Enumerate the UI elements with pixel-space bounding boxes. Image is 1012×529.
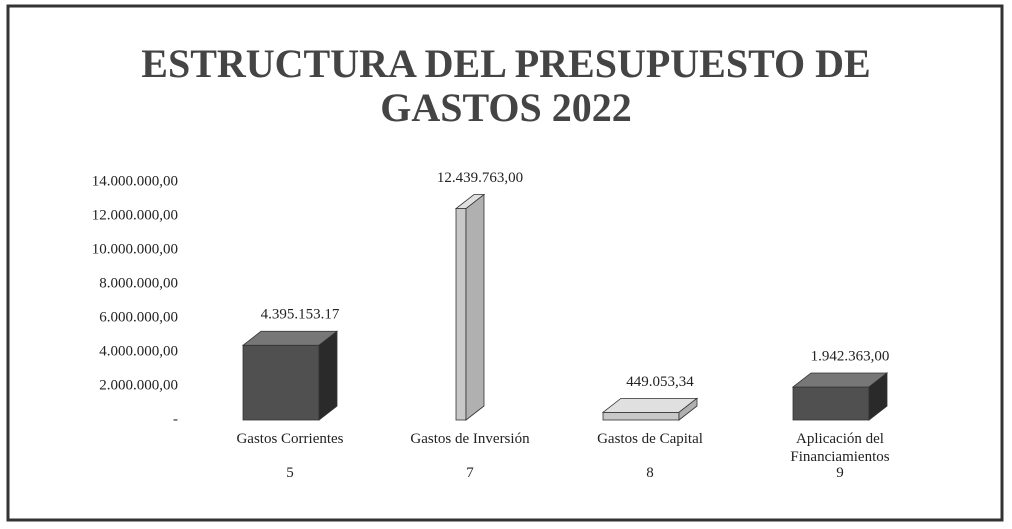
bar-front [242, 344, 320, 421]
x-tick-label: Aplicación del Financiamientos [790, 431, 890, 465]
y-tick-label: 12.000.000,00 [92, 207, 178, 223]
bar-front [792, 386, 870, 421]
x-tick-label: Gastos Corrientes [236, 431, 344, 447]
bar-front [602, 411, 680, 421]
x-tick-label: Gastos de Capital [597, 431, 703, 447]
bar-front [455, 208, 467, 421]
y-tick-label: 8.000.000,00 [99, 275, 178, 291]
bar-side [678, 397, 698, 421]
category-code: 5 [286, 465, 294, 481]
bar-side [868, 372, 888, 421]
value-label: 1.942.363,00 [811, 348, 890, 364]
chart-title: ESTRUCTURA DEL PRESUPUESTO DE GASTOS 202… [141, 41, 871, 130]
category-code: 9 [836, 465, 844, 481]
y-tick-label: 14.000.000,00 [92, 173, 178, 189]
value-label: 4.395.153.17 [261, 307, 340, 323]
category-code: 8 [646, 465, 654, 481]
y-tick-label: 6.000.000,00 [99, 309, 178, 325]
x-tick-label: Gastos de Inversión [410, 431, 530, 447]
y-tick-label: 2.000.000,00 [99, 377, 178, 393]
y-tick-label: 10.000.000,00 [92, 241, 178, 257]
bar-side [465, 193, 485, 421]
category-code: 7 [466, 465, 474, 481]
y-tick-label: - [173, 411, 178, 427]
value-label: 449.053,34 [626, 374, 694, 390]
y-tick-label: 4.000.000,00 [99, 343, 178, 359]
value-label: 12.439.763,00 [437, 170, 523, 186]
bar-side [318, 330, 338, 421]
frame [6, 4, 1004, 522]
